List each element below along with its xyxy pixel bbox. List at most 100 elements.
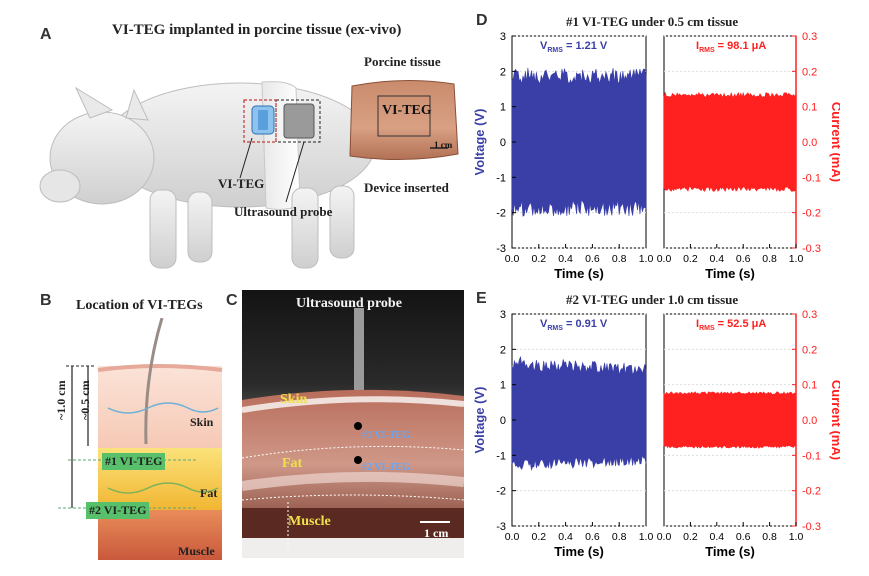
time-tick-label: 1.0 (639, 531, 654, 543)
chart-d: -3 -2 -1 0 1 2 3 -0.3 -0.2 -0.1 0.0 0.1 0.2 0.3 0.0 0.2… (472, 31, 840, 281)
teg2-label-c: #2 VI-TEG (362, 462, 410, 473)
voltage-tick-label: -2 (496, 486, 506, 498)
current-tick-label: 0.0 (802, 137, 817, 149)
device-inserted-label: Device inserted (364, 180, 449, 195)
y-axis-label-current: Current (mA) (829, 380, 840, 460)
voltage-tick-label: 0 (500, 415, 506, 427)
probe-label: Ultrasound probe (234, 204, 333, 219)
time-tick-label: 0.4 (558, 253, 573, 265)
panel-b-title: Location of VI-TEGs (76, 298, 203, 313)
time-tick-label: 0.8 (612, 253, 627, 265)
panel-letter-e: E (476, 290, 487, 307)
voltage-waveform (511, 355, 647, 472)
y-axis-label-current: Current (mA) (829, 102, 840, 182)
voltage-waveform (511, 67, 647, 217)
time-tick-label: 0.8 (762, 531, 777, 543)
voltage-tick-label: 2 (500, 344, 506, 356)
teg2-label-b: #2 VI-TEG (86, 502, 150, 519)
y-axis-label-voltage: Voltage (V) (472, 387, 487, 454)
tissue-cross-section-photo (242, 290, 464, 558)
teg1-label-c: #1 VI-TEG (362, 430, 410, 441)
voltage-tick-label: -1 (496, 172, 506, 184)
time-tick-label: 0.2 (683, 253, 698, 265)
current-tick-label: 0.1 (802, 380, 817, 392)
current-tick-label: 0.2 (802, 344, 817, 356)
current-tick-label: -0.1 (802, 450, 821, 462)
skin-label-b: Skin (190, 415, 214, 429)
time-tick-label: 0.8 (762, 253, 777, 265)
current-tick-label: 0.3 (802, 31, 817, 43)
scale-label-c: 1 cm (424, 526, 449, 540)
x-axis-label-right: Time (s) (705, 266, 755, 281)
panel-e-vrms: VRMS = 0.91 V (540, 318, 608, 333)
muscle-label-b: Muscle (178, 544, 215, 558)
current-tick-label: -0.3 (802, 243, 821, 255)
skin-layer-diagram (58, 318, 223, 560)
depth-inner-label: ~0.5 cm (78, 380, 92, 420)
panel-d-irms: IRMS = 98.1 μA (696, 40, 767, 55)
panel-e-title: #2 VI-TEG under 1.0 cm tissue (566, 292, 739, 307)
time-tick-label: 0.6 (585, 531, 600, 543)
panel-letter-a: A (40, 26, 52, 43)
time-tick-label: 0.0 (505, 253, 520, 265)
time-tick-label: 0.0 (657, 531, 672, 543)
tissue-sample-photo (349, 79, 459, 161)
time-tick-label: 1.0 (789, 531, 804, 543)
voltage-tick-label: -3 (496, 243, 506, 255)
panel-a-title: VI-TEG implanted in porcine tissue (ex-v… (112, 22, 402, 38)
time-tick-label: 1.0 (789, 253, 804, 265)
voltage-tick-label: 0 (500, 137, 506, 149)
x-axis-label-right: Time (s) (705, 544, 755, 559)
time-tick-label: 0.4 (558, 531, 573, 543)
time-tick-label: 1.0 (639, 253, 654, 265)
time-tick-label: 0.0 (505, 531, 520, 543)
current-tick-label: -0.3 (802, 521, 821, 533)
time-tick-label: 0.4 (709, 253, 724, 265)
time-tick-label: 0.6 (736, 531, 751, 543)
fat-label-b: Fat (200, 486, 218, 500)
current-waveform (663, 391, 797, 449)
time-tick-label: 0.2 (531, 531, 546, 543)
current-tick-label: -0.2 (802, 208, 821, 220)
current-tick-label: 0.1 (802, 102, 817, 114)
y-axis-label-voltage: Voltage (V) (472, 109, 487, 176)
panel-d-title: #1 VI-TEG under 0.5 cm tissue (566, 14, 739, 29)
time-tick-label: 0.0 (657, 253, 672, 265)
current-tick-label: -0.1 (802, 172, 821, 184)
time-tick-label: 0.2 (531, 253, 546, 265)
panel-letter-d: D (476, 12, 488, 29)
voltage-tick-label: 3 (500, 31, 506, 43)
tissue-scale-label: 1 cm (434, 140, 453, 150)
voltage-tick-label: 3 (500, 309, 506, 321)
porcine-tissue-title: Porcine tissue (364, 54, 441, 69)
time-tick-label: 0.6 (736, 253, 751, 265)
time-tick-label: 0.8 (612, 531, 627, 543)
x-axis-label-left: Time (s) (554, 266, 604, 281)
voltage-tick-label: -3 (496, 521, 506, 533)
current-tick-label: 0.2 (802, 66, 817, 78)
muscle-label-c: Muscle (288, 514, 331, 529)
panel-letter-c: C (226, 292, 238, 309)
voltage-tick-label: 2 (500, 66, 506, 78)
teg1-label-b: #1 VI-TEG (102, 453, 166, 470)
tissue-box-label: VI-TEG (382, 103, 432, 118)
time-tick-label: 0.2 (683, 531, 698, 543)
current-tick-label: -0.2 (802, 486, 821, 498)
chart-e: -3 -2 -1 0 1 2 3 -0.3 -0.2 -0.1 0.0 0.1 0.2 0.3 0.0 0.2… (472, 309, 840, 559)
panel-d-vrms: VRMS = 1.21 V (540, 40, 608, 55)
vi-teg-label: VI-TEG (218, 176, 265, 191)
fat-label-c: Fat (282, 456, 303, 471)
voltage-tick-label: -2 (496, 208, 506, 220)
time-tick-label: 0.4 (709, 531, 724, 543)
time-tick-label: 0.6 (585, 253, 600, 265)
voltage-tick-label: -1 (496, 450, 506, 462)
current-tick-label: 0.0 (802, 415, 817, 427)
current-waveform (663, 91, 797, 193)
skin-label-c: Skin (280, 392, 308, 407)
x-axis-label-left: Time (s) (554, 544, 604, 559)
pig-illustration (39, 81, 391, 269)
voltage-tick-label: 1 (500, 102, 506, 114)
panel-e-irms: IRMS = 52.5 μA (696, 318, 767, 333)
current-tick-label: 0.3 (802, 309, 817, 321)
probe-label-c: Ultrasound probe (296, 296, 402, 311)
